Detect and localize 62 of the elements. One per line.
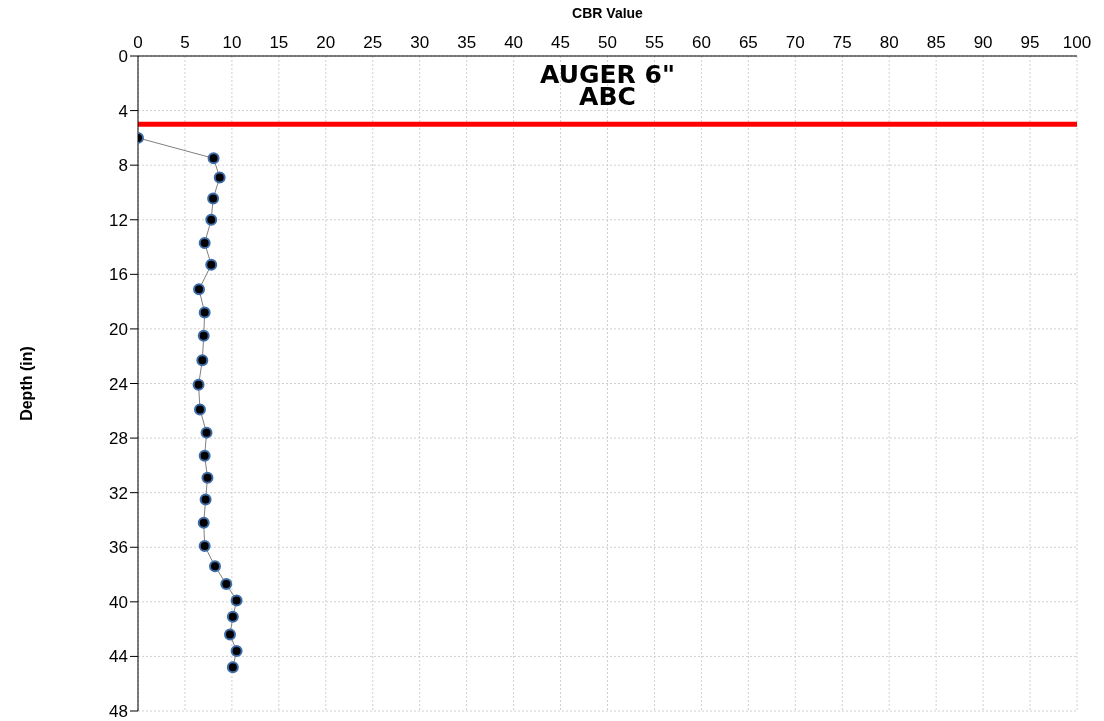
y-tick-label: 28 [109,429,128,449]
point [193,283,206,296]
x-tick-label: 50 [598,33,617,52]
x-tick-label: 85 [926,33,946,52]
x-tick-label: 45 [551,33,571,52]
x-tick-label: 10 [222,33,242,52]
point [230,594,243,607]
x-tick-label: 0 [133,33,143,52]
point [196,354,209,367]
x-tick-label: 15 [269,33,289,52]
x-tick-label: 60 [691,33,711,52]
y-tick-label: 44 [109,647,128,667]
point [207,152,220,165]
point [226,661,239,674]
x-tick-label: 20 [316,33,336,52]
point [226,610,239,623]
point [198,306,211,319]
point [201,471,214,484]
point [220,578,233,591]
y-tick-label: 36 [109,538,128,558]
point [209,560,221,573]
point [224,628,237,641]
point [198,449,211,462]
point [192,378,205,391]
x-tick-label: 30 [410,33,430,52]
y-tick-label: 48 [109,702,128,721]
point [200,426,213,439]
x-tick-label: 70 [785,33,805,52]
point [198,236,211,249]
y-tick-label: 24 [109,374,128,394]
x-axis-title: CBR Value [572,4,644,21]
y-axis-title: Depth (in) [17,346,35,421]
point [193,403,206,416]
x-tick-label: 95 [1020,33,1040,52]
point [199,493,212,506]
y-tick-label: 8 [118,156,128,176]
y-tick-label: 12 [109,210,128,230]
point [205,213,218,226]
y-tick-label: 20 [109,319,128,339]
point [197,329,210,342]
point [213,171,226,184]
x-tick-label: 65 [738,33,758,52]
x-tick-label: 90 [973,33,993,52]
x-tick-label: 80 [879,33,899,52]
x-tick-label: 75 [832,33,852,52]
x-tick-label: 100 [1062,33,1092,52]
point [230,644,243,657]
y-tick-label: 0 [118,47,128,67]
y-tick-label: 4 [118,101,128,121]
y-tick-label: 40 [109,592,128,612]
x-tick-label: 5 [180,33,190,52]
x-tick-label: 55 [644,33,664,52]
point [198,539,211,552]
point [205,258,218,271]
point [197,516,210,529]
x-tick-label: 35 [457,33,477,52]
x-tick-label: 40 [504,33,524,52]
y-tick-label: 32 [109,483,128,503]
point [207,192,220,205]
y-tick-label: 16 [109,265,128,285]
x-tick-label: 25 [363,33,383,52]
annotation: ABC [579,82,637,111]
